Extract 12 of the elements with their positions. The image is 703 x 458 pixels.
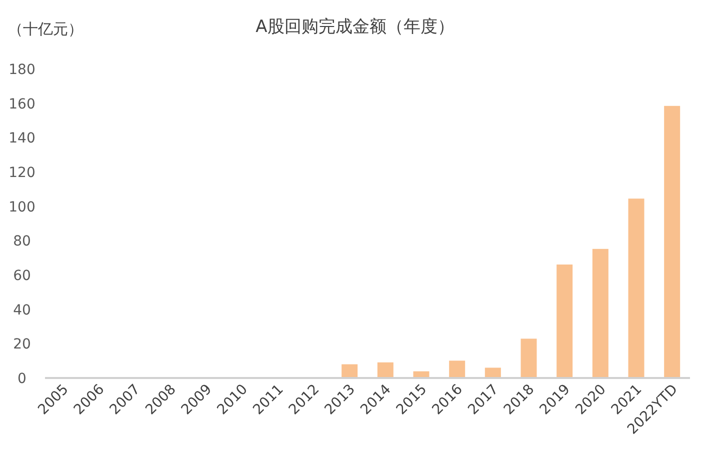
y-tick-label: 160 xyxy=(8,96,36,112)
y-tick-label: 0 xyxy=(18,371,26,387)
y-tick-label: 180 xyxy=(8,62,36,78)
chart-title: A股回购完成金额（年度） xyxy=(256,17,454,37)
y-tick-label: 60 xyxy=(13,268,31,284)
y-tick-label: 100 xyxy=(8,199,36,216)
y-axis-title: （十亿元） xyxy=(8,20,83,38)
y-tick-label: 40 xyxy=(13,302,31,318)
y-tick-label: 20 xyxy=(13,336,31,353)
y-tick-label: 120 xyxy=(8,165,36,181)
y-tick-label: 80 xyxy=(13,234,31,250)
y-tick-label: 140 xyxy=(8,130,36,147)
